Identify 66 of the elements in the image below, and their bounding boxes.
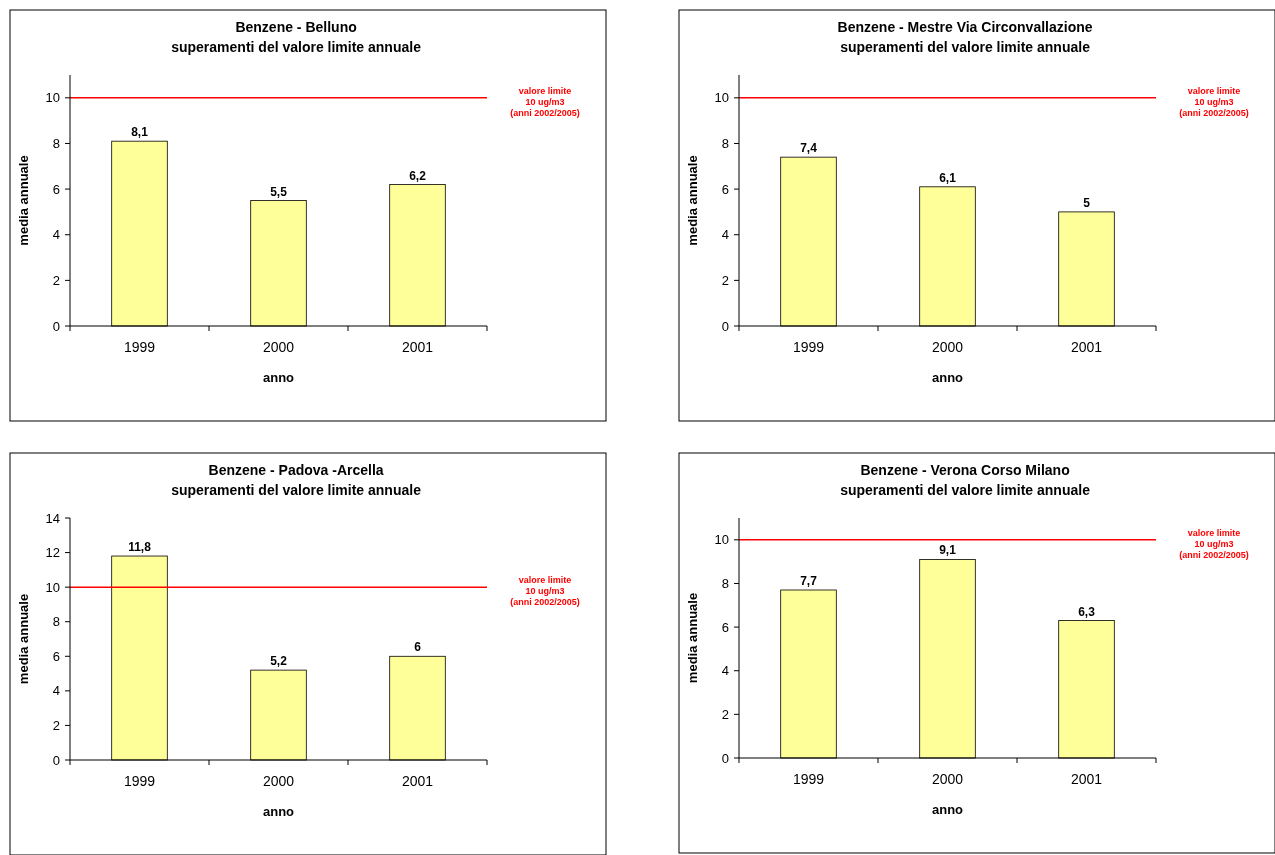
y-tick-label: 2 <box>52 272 60 288</box>
y-tick-label: 14 <box>45 510 60 526</box>
data-label: 6,1 <box>939 170 957 185</box>
x-tick-label: 2001 <box>401 773 434 789</box>
chart-title: Benzene - Verona Corso Milano superamenti del valore limite annuale <box>840 462 1091 498</box>
y-axis-title: media annuale <box>16 593 31 685</box>
chart-title: Benzene - Padova -Arcella superamenti del valore limite annuale <box>171 462 422 498</box>
data-label: 5,2 <box>270 654 288 669</box>
y-tick-label: 2 <box>721 272 729 288</box>
x-tick-label: 2000 <box>931 771 964 787</box>
x-tick-label: 2001 <box>1070 771 1103 787</box>
y-tick-label: 2 <box>52 717 60 733</box>
ref-line-label: valore limite 10 ug/m3 (anni 2002/2005) <box>1179 85 1249 118</box>
x-tick-label: 1999 <box>123 339 156 355</box>
ref-line-label: valore limite 10 ug/m3 (anni 2002/2005) <box>1179 527 1249 560</box>
data-label: 7,4 <box>800 141 818 156</box>
data-label: 9,1 <box>939 543 957 558</box>
data-label: 5 <box>1083 195 1091 210</box>
y-tick-label: 10 <box>714 90 729 106</box>
data-label: 6,2 <box>409 168 427 183</box>
data-label: 11,8 <box>128 540 152 555</box>
y-tick-label: 8 <box>52 614 60 630</box>
y-tick-label: 4 <box>721 663 729 679</box>
y-tick-label: 6 <box>721 181 729 197</box>
y-tick-label: 4 <box>721 227 729 243</box>
x-tick-label: 1999 <box>792 339 825 355</box>
x-tick-label: 2001 <box>1070 339 1103 355</box>
y-tick-label: 8 <box>721 576 729 591</box>
x-axis-title: anno <box>262 804 295 819</box>
x-tick-label: 2000 <box>262 773 295 789</box>
ref-line-label: valore limite 10 ug/m3 (anni 2002/2005) <box>510 85 580 118</box>
y-axis-title: media annuale <box>685 155 700 246</box>
data-label: 6,3 <box>1078 604 1096 619</box>
chart-title: Benzene - Mestre Via Circonvallazione superamenti del valore limite annuale <box>837 19 1093 55</box>
y-tick-label: 6 <box>721 619 729 635</box>
data-label: 5,5 <box>270 184 288 199</box>
y-tick-label: 0 <box>52 752 60 768</box>
y-tick-label: 0 <box>52 318 60 334</box>
y-axis-title: media annuale <box>16 155 31 246</box>
y-tick-label: 0 <box>721 750 729 766</box>
chart-title: Benzene - Belluno superamenti del valore limite annuale <box>171 19 422 55</box>
x-tick-label: 1999 <box>123 773 156 789</box>
data-label: 6 <box>414 640 422 655</box>
x-tick-label: 1999 <box>792 771 825 787</box>
data-label: 7,7 <box>800 574 818 588</box>
x-tick-label: 2001 <box>401 339 434 355</box>
y-tick-label: 0 <box>721 318 729 334</box>
y-tick-label: 12 <box>45 545 60 561</box>
x-tick-label: 2000 <box>262 339 295 355</box>
y-tick-label: 4 <box>52 227 60 243</box>
x-tick-label: 2000 <box>931 339 964 355</box>
data-label: 8,1 <box>131 125 149 140</box>
ref-line-label: valore limite 10 ug/m3 (anni 2002/2005) <box>510 575 580 608</box>
y-tick-label: 4 <box>52 683 60 699</box>
y-tick-label: 2 <box>721 706 729 722</box>
y-axis-title: media annuale <box>685 592 700 684</box>
x-axis-title: anno <box>262 370 295 385</box>
x-axis-title: anno <box>931 370 964 385</box>
x-axis-title: anno <box>931 802 964 817</box>
y-tick-label: 8 <box>721 136 729 151</box>
y-tick-label: 6 <box>52 181 60 197</box>
y-tick-label: 6 <box>52 648 60 664</box>
y-tick-label: 10 <box>45 90 60 106</box>
y-tick-label: 8 <box>52 136 60 151</box>
y-tick-label: 10 <box>714 532 729 548</box>
y-tick-label: 10 <box>45 579 60 595</box>
